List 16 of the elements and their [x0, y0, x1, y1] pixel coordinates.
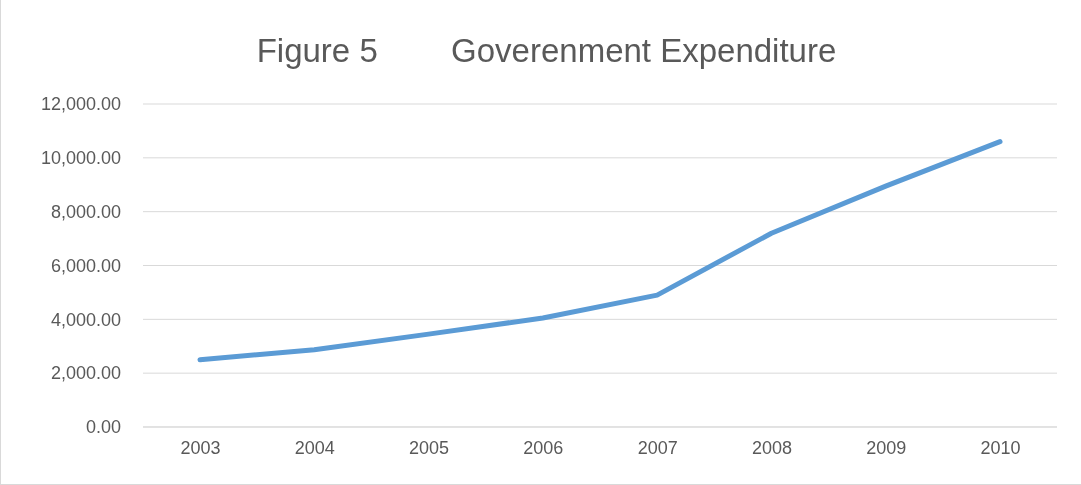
x-tick-label: 2005 — [409, 437, 450, 458]
y-tick-label: 12,000.00 — [40, 94, 121, 115]
x-tick-label: 2009 — [866, 437, 907, 458]
y-tick-label: 6,000.00 — [50, 255, 121, 276]
y-tick-label: 2,000.00 — [50, 363, 121, 384]
x-tick-label: 2004 — [294, 437, 335, 458]
x-tick-label: 2008 — [751, 437, 792, 458]
y-tick-label: 8,000.00 — [50, 201, 121, 222]
x-tick-label: 2007 — [637, 437, 678, 458]
chart-title: Figure 5 Goverenment Expenditure — [256, 32, 837, 69]
y-tick-label: 10,000.00 — [40, 148, 121, 169]
y-tick-label: 0.00 — [85, 417, 121, 438]
x-tick-label: 2003 — [180, 437, 221, 458]
x-tick-label: 2010 — [980, 437, 1021, 458]
y-tick-label: 4,000.00 — [50, 309, 121, 330]
x-tick-label: 2006 — [523, 437, 564, 458]
